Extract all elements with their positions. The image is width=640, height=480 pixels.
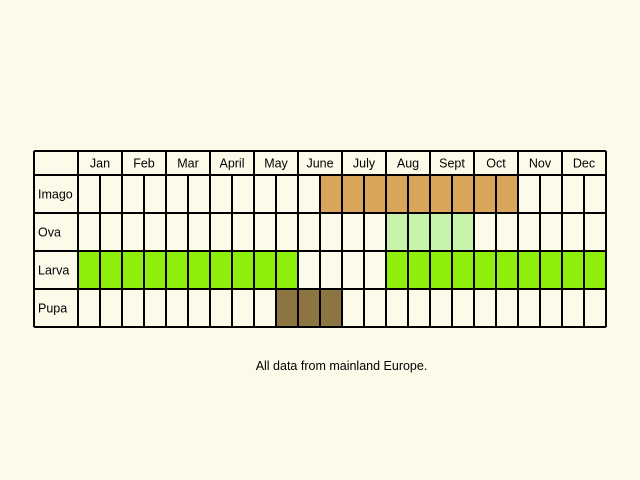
month-label-feb: Feb bbox=[133, 157, 155, 171]
cell-larva-17 bbox=[452, 251, 474, 289]
month-label-jan: Jan bbox=[90, 157, 110, 171]
row-label-larva: Larva bbox=[38, 264, 69, 278]
cell-larva-7 bbox=[232, 251, 254, 289]
cell-larva-6 bbox=[210, 251, 232, 289]
cell-imago-15 bbox=[408, 175, 430, 213]
month-label-nov: Nov bbox=[529, 157, 552, 171]
row-label-pupa: Pupa bbox=[38, 302, 67, 316]
cell-larva-15 bbox=[408, 251, 430, 289]
cell-ova-14 bbox=[386, 213, 408, 251]
cell-imago-17 bbox=[452, 175, 474, 213]
row-label-ova: Ova bbox=[38, 226, 61, 240]
cell-imago-13 bbox=[364, 175, 386, 213]
cell-pupa-11 bbox=[320, 289, 342, 327]
cell-larva-5 bbox=[188, 251, 210, 289]
cell-larva-4 bbox=[166, 251, 188, 289]
cell-larva-22 bbox=[562, 251, 584, 289]
cell-ova-16 bbox=[430, 213, 452, 251]
cell-ova-17 bbox=[452, 213, 474, 251]
month-label-mar: Mar bbox=[177, 157, 199, 171]
cell-imago-18 bbox=[474, 175, 496, 213]
month-label-oct: Oct bbox=[486, 157, 506, 171]
cell-imago-14 bbox=[386, 175, 408, 213]
cell-imago-12 bbox=[342, 175, 364, 213]
cell-larva-14 bbox=[386, 251, 408, 289]
month-label-sept: Sept bbox=[439, 157, 465, 171]
cell-larva-1 bbox=[100, 251, 122, 289]
cell-imago-11 bbox=[320, 175, 342, 213]
cell-larva-23 bbox=[584, 251, 606, 289]
footnote: All data from mainland Europe. bbox=[255, 359, 428, 373]
cell-larva-19 bbox=[496, 251, 518, 289]
month-label-may: May bbox=[264, 157, 288, 171]
cell-larva-2 bbox=[122, 251, 144, 289]
cell-larva-3 bbox=[144, 251, 166, 289]
cell-larva-9 bbox=[276, 251, 298, 289]
cell-pupa-9 bbox=[276, 289, 298, 327]
cell-pupa-10 bbox=[298, 289, 320, 327]
row-label-imago: Imago bbox=[38, 188, 73, 202]
month-label-dec: Dec bbox=[573, 157, 595, 171]
cell-larva-21 bbox=[540, 251, 562, 289]
cell-larva-0 bbox=[78, 251, 100, 289]
cell-imago-16 bbox=[430, 175, 452, 213]
cell-larva-18 bbox=[474, 251, 496, 289]
cell-ova-15 bbox=[408, 213, 430, 251]
cell-larva-20 bbox=[518, 251, 540, 289]
cell-imago-19 bbox=[496, 175, 518, 213]
cell-larva-16 bbox=[430, 251, 452, 289]
cell-larva-8 bbox=[254, 251, 276, 289]
month-label-aug: Aug bbox=[397, 157, 419, 171]
month-label-june: June bbox=[306, 157, 333, 171]
month-label-july: July bbox=[353, 157, 376, 171]
month-label-april: April bbox=[219, 157, 244, 171]
